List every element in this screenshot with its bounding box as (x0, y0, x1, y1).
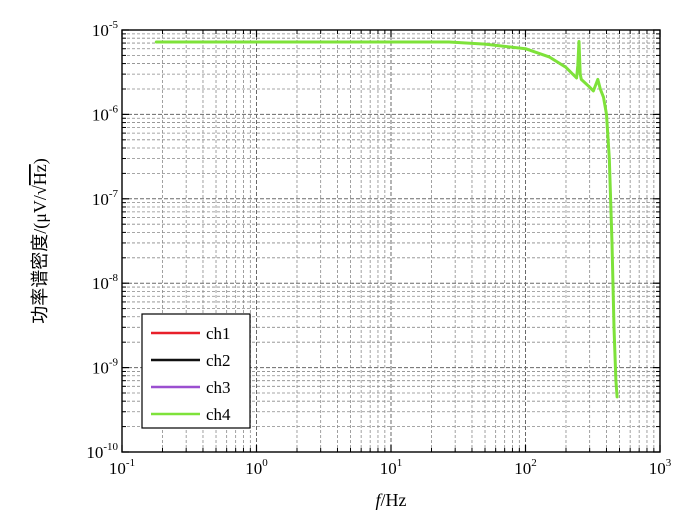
y-axis-label: 功率谱密度/(μV/√Hz) (30, 158, 51, 324)
series-layer (154, 40, 619, 399)
y-tick-exponent: -9 (109, 357, 119, 369)
y-tick-base: 10 (92, 274, 109, 293)
x-tick-base: 10 (109, 459, 126, 478)
y-tick-label: 10-5 (92, 19, 119, 40)
x-tick-base: 10 (649, 459, 666, 478)
y-axis-label-suffix: ) (30, 158, 51, 164)
y-tick-exponent: -8 (109, 272, 119, 284)
x-tick-exponent: 1 (397, 457, 403, 469)
y-axis-label-prefix: 功率谱密度/(μV/ (30, 195, 51, 324)
x-tick-label: 10-1 (109, 457, 135, 478)
y-tick-exponent: -7 (109, 188, 119, 200)
x-tick-base: 10 (245, 459, 262, 478)
x-axis-label: f/Hz (375, 490, 406, 510)
x-tick-base: 10 (380, 459, 397, 478)
x-tick-exponent: 0 (262, 457, 268, 469)
y-tick-label: 10-7 (92, 188, 119, 209)
y-tick-base: 10 (92, 190, 109, 209)
y-axis-label-radicand: Hz (30, 164, 50, 185)
x-tick-exponent: 3 (666, 457, 672, 469)
legend-label-ch2: ch2 (206, 351, 231, 370)
x-tick-label: 100 (245, 457, 268, 478)
x-axis-label-var: f (375, 490, 383, 510)
minor-gridlines (122, 30, 660, 452)
y-tick-exponent: -10 (103, 441, 118, 453)
x-tick-base: 10 (514, 459, 531, 478)
y-tick-label: 10-8 (92, 272, 119, 293)
x-tick-exponent: -1 (126, 457, 135, 469)
y-tick-exponent: -6 (109, 103, 119, 115)
y-tick-base: 10 (92, 359, 109, 378)
x-tick-label: 102 (514, 457, 537, 478)
y-tick-label: 10-10 (86, 441, 118, 462)
y-axis-label-sqrt: √ (30, 185, 50, 195)
x-tick-exponent: 2 (531, 457, 537, 469)
legend: ch1 ch2 ch3 ch4 (141, 313, 251, 429)
x-tick-labels: 10-1 100 101 102 103 (109, 457, 672, 478)
y-tick-label: 10-9 (92, 357, 119, 378)
y-tick-base: 10 (92, 21, 109, 40)
legend-label-ch4: ch4 (206, 405, 231, 424)
x-tick-label: 101 (380, 457, 403, 478)
legend-box (141, 313, 251, 429)
y-tick-exponent: -5 (109, 19, 119, 31)
axis-ticks (121, 29, 661, 453)
y-tick-label: 10-6 (92, 103, 119, 124)
x-tick-label: 103 (649, 457, 672, 478)
y-tick-base: 10 (92, 105, 109, 124)
legend-label-ch1: ch1 (206, 324, 231, 343)
series-line-ch4 (154, 40, 619, 399)
legend-label-ch3: ch3 (206, 378, 231, 397)
y-tick-base: 10 (86, 443, 103, 462)
x-axis-label-unit: /Hz (381, 490, 407, 510)
